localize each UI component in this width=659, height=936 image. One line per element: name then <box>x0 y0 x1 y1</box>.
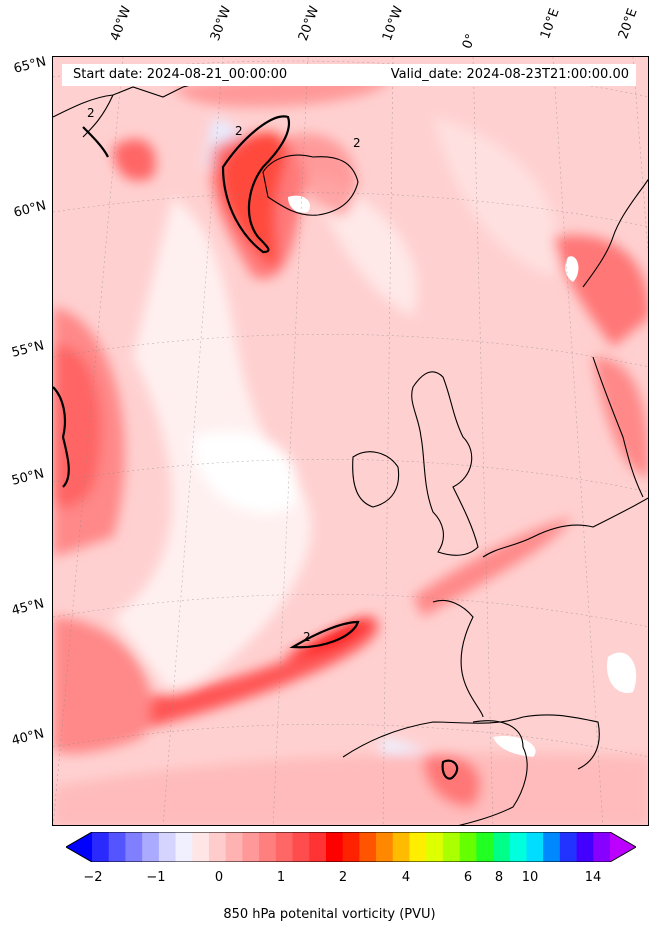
colorbar-segment <box>292 832 310 862</box>
colorbar <box>64 831 638 863</box>
colorbar-segment <box>142 832 160 862</box>
colorbar-segment <box>493 832 511 862</box>
map-svg: 2 2 2 2 <box>53 57 648 825</box>
latitude-label: 60°N <box>12 198 48 221</box>
white-patch <box>288 195 311 213</box>
colorbar-segment <box>442 832 461 862</box>
start-date-label: Start date: 2024-08-21_00:00:00 <box>73 67 288 82</box>
longitude-label: 20°W <box>295 4 323 43</box>
colorbar-segment <box>175 832 193 862</box>
colorbar-tick-label: 8 <box>494 870 504 885</box>
coastlines <box>53 81 648 825</box>
colorbar-segment <box>359 832 377 862</box>
colorbar-segment <box>526 832 544 862</box>
colorbar-segment <box>242 832 260 862</box>
colorbar-tick-label: 1 <box>276 870 286 885</box>
colorbar-extend-max <box>610 832 636 862</box>
header-background <box>62 64 636 86</box>
colorbar-tick-label: 14 <box>584 870 602 885</box>
colorbar-segment <box>158 832 177 862</box>
latitude-label: 50°N <box>10 466 46 489</box>
longitude-label: 10°E <box>537 6 563 42</box>
colorbar-title: 850 hPa potenital vorticity (PVU) <box>223 907 436 922</box>
colorbar-segment <box>125 832 143 862</box>
latitude-label: 40°N <box>10 726 46 749</box>
colorbar-segment <box>392 832 410 862</box>
colorbar-segment <box>259 832 277 862</box>
colorbar-segment <box>376 832 394 862</box>
contour-label: 2 <box>353 136 361 150</box>
white-patch <box>607 652 637 693</box>
colorbar-segment <box>543 832 561 862</box>
contour-label: 2 <box>303 630 311 644</box>
colorbar-segment <box>409 832 427 862</box>
longitude-label: 40°W <box>107 4 135 43</box>
colorbar-segment <box>559 832 578 862</box>
colorbar-tick-label: 2 <box>338 870 348 885</box>
colorbar-segment <box>192 832 210 862</box>
valid-date-label: Valid_date: 2024-08-23T21:00:00.00 <box>390 67 629 82</box>
longitude-label: 30°W <box>207 4 235 43</box>
latitude-label: 65°N <box>12 54 48 77</box>
colorbar-segment <box>225 832 243 862</box>
colorbar-tick-label: −1 <box>146 870 166 885</box>
colorbar-tick-label: 0 <box>214 870 224 885</box>
colorbar-segment <box>593 832 611 862</box>
map-plot: 2 2 2 2 <box>52 56 649 826</box>
colorbar-segment <box>92 832 110 862</box>
contour-label: 2 <box>87 106 95 120</box>
pv-contours <box>53 115 459 780</box>
latitude-label: 55°N <box>10 338 46 361</box>
colorbar-tick-label: −2 <box>83 870 103 885</box>
longitude-label: 10°W <box>379 4 407 43</box>
contour-label: 2 <box>235 124 243 138</box>
contour-labels: 2 2 2 2 <box>87 106 361 644</box>
latitude-label: 45°N <box>10 596 46 619</box>
colorbar-segment <box>309 832 327 862</box>
colorbar-extend-min <box>66 832 92 862</box>
colorbar-segment <box>108 832 126 862</box>
colorbar-segment <box>476 832 494 862</box>
colorbar-segment <box>576 832 594 862</box>
colorbar-svg <box>64 831 638 863</box>
white-patch <box>565 256 579 282</box>
colorbar-tick-label: 6 <box>463 870 473 885</box>
colorbar-segment <box>275 832 294 862</box>
colorbar-tick-label: 4 <box>401 870 411 885</box>
colorbar-segment <box>459 832 477 862</box>
colorbar-segment <box>342 832 360 862</box>
longitude-label: 20°E <box>615 6 641 42</box>
colorbar-tick-label: 10 <box>521 870 539 885</box>
colorbar-segment <box>208 832 227 862</box>
colorbar-segment <box>325 832 344 862</box>
colorbar-segment <box>426 832 444 862</box>
colorbar-segment <box>509 832 527 862</box>
longitude-label: 0° <box>459 31 480 51</box>
